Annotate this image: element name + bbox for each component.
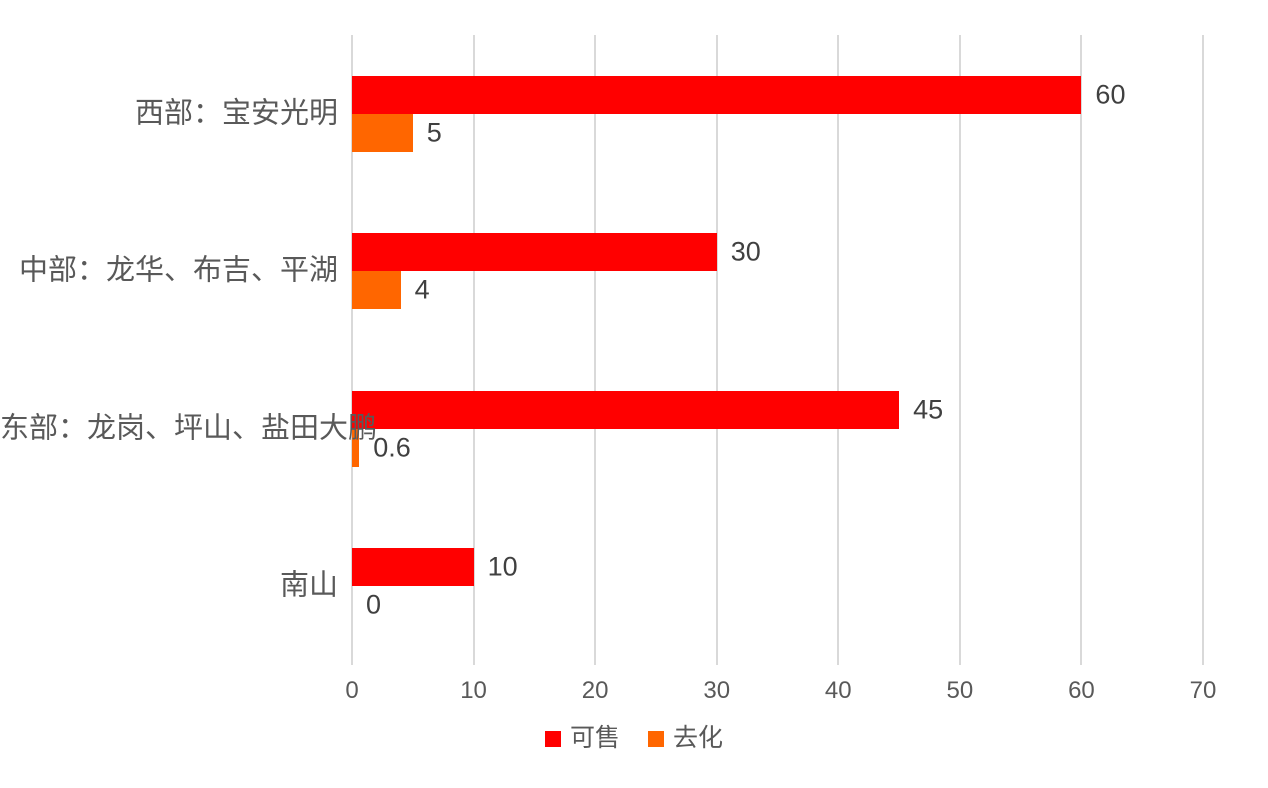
gridline <box>958 35 961 665</box>
legend-label: 可售 <box>569 724 620 752</box>
value-label: 0.6 <box>373 432 411 463</box>
bar-series1-row0 <box>352 113 413 152</box>
x-tick-label: 10 <box>460 677 487 704</box>
gridline <box>472 35 475 665</box>
value-label: 5 <box>426 117 442 148</box>
bar-series1-row2 <box>352 428 360 467</box>
gridline <box>594 35 597 665</box>
value-label: 10 <box>487 551 518 582</box>
value-label: 45 <box>913 394 944 425</box>
category-label: 东部：龙岗、坪山、盐田大鹏 <box>0 412 378 445</box>
legend-item: 可售 <box>544 724 620 752</box>
value-label: 4 <box>414 274 430 305</box>
gridline <box>1080 35 1083 665</box>
x-tick-label: 20 <box>581 677 609 704</box>
category-label: 中部：龙华、布吉、平湖 <box>18 254 338 287</box>
gridline <box>351 35 353 665</box>
x-tick-label: 70 <box>1189 677 1217 704</box>
bar-series0-row3 <box>352 548 474 587</box>
legend-item: 去化 <box>648 726 723 751</box>
x-tick-label: 0 <box>345 677 359 704</box>
bar-series0-row1 <box>352 233 717 272</box>
x-tick-label: 40 <box>824 677 852 704</box>
legend: 可售 去化 <box>0 726 1268 751</box>
legend-swatch-icon <box>648 730 664 747</box>
category-label: 南山 <box>279 569 338 602</box>
bar-series1-row1 <box>352 271 401 310</box>
x-tick-label: 60 <box>1068 677 1095 704</box>
x-tick-label: 50 <box>946 677 974 704</box>
bar-series0-row2 <box>352 390 900 429</box>
gridline <box>715 35 718 665</box>
value-label: 0 <box>366 589 382 620</box>
x-tick-label: 30 <box>703 677 731 704</box>
value-label: 30 <box>730 236 761 267</box>
value-label: 60 <box>1095 79 1126 110</box>
gridline <box>837 35 840 665</box>
category-label: 西部：宝安光明 <box>134 97 338 130</box>
bar-series0-row0 <box>352 75 1082 114</box>
legend-swatch-icon <box>544 730 561 747</box>
legend-label: 去化 <box>673 724 724 752</box>
gridline <box>1202 35 1204 665</box>
